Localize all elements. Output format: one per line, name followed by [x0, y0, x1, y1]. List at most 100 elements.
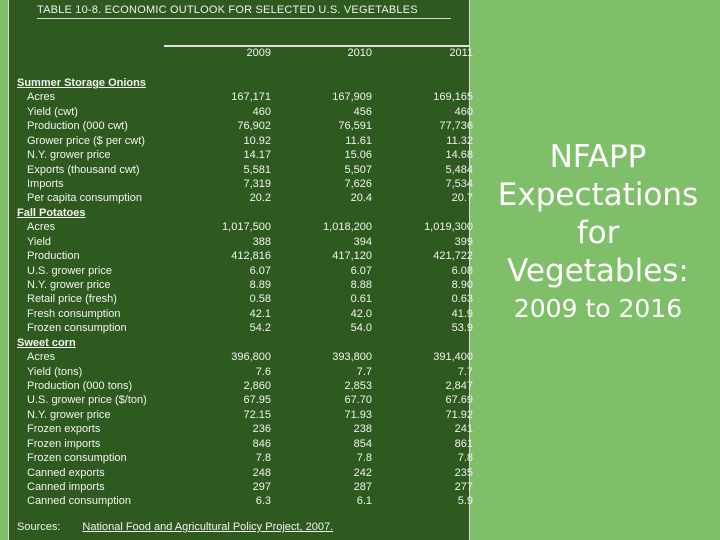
section-header-row: Fall Potatoes: [9, 206, 469, 220]
cell-2011: 241: [454, 423, 473, 436]
table-row: Production (000 cwt) 76,902 76,591 77,736: [9, 119, 473, 133]
table-row: Frozen consumption 54.2 54.0 53.9: [9, 321, 473, 335]
section-header-row: Summer Storage Onions: [9, 76, 469, 90]
table-row: Canned exports 248 242 235: [9, 466, 473, 480]
cell-2009: 7.8: [255, 452, 271, 465]
table-row: Acres 396,800 393,800 391,400: [9, 350, 473, 364]
row-label: Grower price ($ per cwt): [27, 134, 145, 147]
cell-2010: 7.8: [356, 452, 372, 465]
table-row: N.Y. grower price 8.89 8.88 8.90: [9, 278, 473, 292]
year-header-2011: 2011: [449, 47, 473, 59]
cell-2011: 20.7: [451, 192, 473, 205]
sources-label: Sources:: [17, 521, 61, 533]
cell-2011: 169,165: [433, 91, 473, 104]
cell-2010: 6.07: [350, 264, 372, 277]
row-label: Production: [27, 250, 80, 263]
cell-2010: 76,591: [338, 120, 372, 133]
cell-2010: 1,018,200: [323, 221, 372, 234]
table-row: Frozen imports 846 854 861: [9, 437, 473, 451]
cell-2009: 1,017,500: [222, 221, 271, 234]
row-label: Yield: [27, 235, 52, 248]
row-label: Retail price (fresh): [27, 293, 117, 306]
cell-2009: 6.07: [249, 264, 271, 277]
table-row: U.S. grower price 6.07 6.07 6.08: [9, 264, 473, 278]
cell-2009: 248: [252, 466, 271, 479]
table-row: Grower price ($ per cwt) 10.92 11.61 11.32: [9, 134, 473, 148]
cell-2009: 10.92: [243, 134, 271, 147]
cell-2011: 861: [454, 437, 473, 450]
table-row: Yield (cwt) 460 456 460: [9, 105, 473, 119]
cell-2010: 67.70: [344, 394, 372, 407]
cell-2009: 2,860: [243, 380, 271, 393]
cell-2011: 5.9: [457, 495, 473, 508]
cell-2010: 7,626: [344, 178, 372, 190]
cell-2011: 399: [454, 235, 473, 248]
row-label: Frozen consumption: [27, 452, 127, 465]
cell-2009: 396,800: [231, 351, 271, 364]
sources-text: National Food and Agricultural Policy Pr…: [82, 521, 334, 533]
cell-2011: 2,847: [445, 380, 473, 393]
cell-2011: 0.63: [451, 293, 473, 306]
cell-2009: 8.89: [249, 279, 271, 292]
cell-2009: 14.17: [243, 149, 271, 162]
cell-2011: 391,400: [433, 351, 473, 364]
cell-2009: 297: [252, 481, 271, 494]
cell-2009: 72.15: [243, 408, 271, 421]
slide-subtitle: 2009 to 2016: [513, 294, 683, 323]
cell-2009: 7.6: [255, 365, 271, 378]
cell-2011: 8.90: [451, 279, 473, 292]
cell-2010: 167,909: [332, 91, 372, 104]
cell-2010: 5,507: [344, 163, 372, 176]
cell-2009: 412,816: [231, 250, 271, 263]
cell-2011: 277: [454, 481, 473, 494]
cell-2011: 41.9: [451, 307, 473, 320]
row-label: Production (000 tons): [27, 380, 133, 393]
cell-2011: 7.8: [457, 452, 473, 465]
cell-2010: 393,800: [332, 351, 372, 364]
cell-2010: 854: [353, 437, 372, 450]
cell-2011: 460: [454, 105, 473, 118]
table-row: Acres 1,017,500 1,018,200 1,019,300: [9, 220, 473, 234]
row-label: N.Y. grower price: [27, 279, 111, 292]
section-title: Summer Storage Onions: [17, 77, 146, 89]
cell-2010: 54.0: [350, 322, 372, 335]
row-label: Canned consumption: [27, 495, 131, 508]
table-row: N.Y. grower price 72.15 71.93 71.92: [9, 408, 473, 422]
cell-2011: 7,534: [445, 178, 473, 190]
cell-2009: 76,902: [237, 120, 271, 133]
cell-2011: 5,484: [445, 163, 473, 176]
cell-2011: 11.32: [446, 134, 473, 147]
cell-2011: 77,736: [439, 120, 473, 133]
table-row: Yield (tons) 7.6 7.7 7.7: [9, 365, 473, 379]
year-header-2009: 2009: [246, 47, 271, 59]
section-title: Sweet corn: [17, 336, 76, 349]
row-label: Frozen imports: [27, 437, 101, 450]
cell-2010: 20.4: [350, 192, 372, 205]
cell-2009: 7,319: [243, 178, 271, 190]
table-row: Frozen consumption 7.8 7.8 7.8: [9, 451, 473, 465]
cell-2011: 1,019,300: [424, 221, 473, 234]
row-label: Frozen consumption: [27, 322, 127, 335]
cell-2011: 53.9: [451, 322, 473, 335]
cell-2009: 54.2: [249, 322, 271, 335]
table-row: Frozen exports 236 238 241: [9, 422, 473, 436]
cell-2010: 417,120: [332, 250, 372, 263]
row-label: Canned imports: [27, 481, 105, 494]
cell-2011: 235: [454, 466, 473, 479]
cell-2009: 6.3: [255, 495, 271, 508]
table-row: Retail price (fresh) 0.58 0.61 0.63: [9, 292, 473, 306]
row-label: Per capita consumption: [27, 192, 142, 205]
cell-2009: 236: [252, 423, 271, 436]
cell-2010: 2,853: [344, 380, 372, 393]
cell-2011: 421,722: [433, 250, 473, 263]
cell-2010: 15.06: [344, 149, 372, 162]
cell-2009: 388: [252, 235, 271, 248]
cell-2010: 0.61: [350, 293, 372, 306]
row-label: Acres: [27, 351, 56, 364]
cell-2010: 42.0: [350, 307, 372, 320]
cell-2009: 846: [252, 437, 271, 450]
cell-2010: 238: [353, 423, 372, 436]
cell-2009: 67.95: [243, 394, 271, 407]
row-label: N.Y. grower price: [27, 149, 111, 162]
table-row: Canned consumption 6.3 6.1 5.9: [9, 494, 473, 508]
